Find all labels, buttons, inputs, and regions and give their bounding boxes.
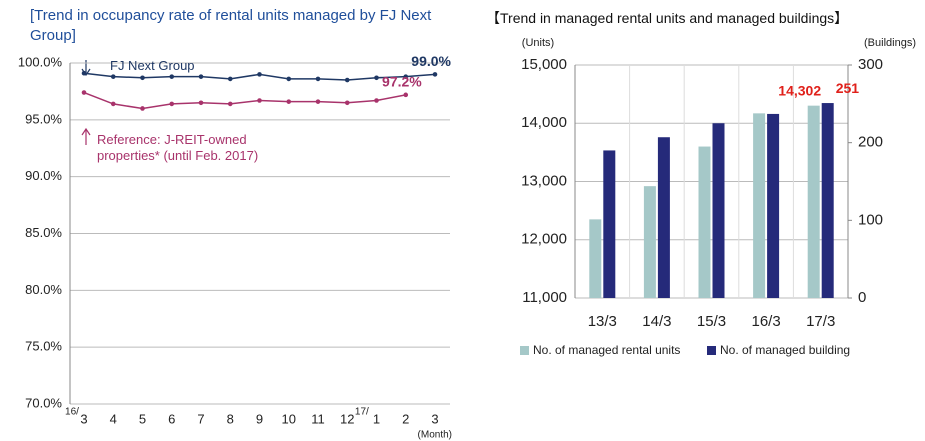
y-tick-label: 80.0% [25,282,62,297]
arrow [81,127,91,145]
y-tick-label: 15,000 [521,56,567,73]
point [140,75,145,81]
x-tick-label: 15/3 [697,313,726,330]
legend-swatch [707,346,716,355]
point [403,74,409,79]
bar [712,123,725,298]
y-tick-label: 13,000 [521,172,567,189]
x-tick-label: 8 [227,411,234,426]
value-label: 97.2% [382,74,422,90]
y-tick-label: 100.0% [18,54,63,69]
series-label: Reference: J-REIT-owned properties* (unt… [97,132,259,163]
point [315,99,321,104]
y-tick-label: 85.0% [25,225,62,240]
legend-label: No. of managed rental units [533,343,680,357]
x-tick-label: 9 [256,411,263,426]
point [81,70,87,76]
bar [657,137,670,298]
point [198,100,204,106]
y-tick-label: 70.0% [25,395,62,410]
x-tick-label: 10 [282,411,296,426]
point [315,76,321,82]
y2-tick-label: 300 [858,56,883,73]
bar [698,146,711,298]
point [169,74,175,79]
point [344,77,350,83]
value-label: 14,302 [778,82,821,98]
y2-tick-label: 0 [858,289,866,306]
point [286,99,292,104]
point [227,76,233,82]
x-tick-label: 6 [168,411,175,426]
x-tick-label: 17/3 [806,313,835,330]
x-tick-label: 12 [340,411,354,426]
point [81,90,87,95]
x-tick-label: 5 [139,411,146,426]
point [110,74,116,79]
point [257,98,262,103]
point [286,76,292,82]
y2-axis-label: (Buildings) [864,37,916,49]
y-tick-label: 14,000 [521,114,567,131]
y-tick-label: 12,000 [521,231,567,248]
chart-title: 【Trend in managed rental units and manag… [486,10,849,26]
point [140,106,145,111]
point [344,100,350,106]
value-label: 251 [836,80,860,96]
value-label: 99.0% [411,53,451,69]
x-tick-label: 16/3 [751,313,780,330]
point [227,101,233,107]
x-tick-label: 11 [311,411,325,426]
legend-label: No. of managed building [720,343,850,357]
point [169,101,175,107]
point [432,72,438,77]
point [110,101,116,107]
year-label: 17/ [355,407,369,418]
x-tick-label: 14/3 [642,313,671,330]
bar [603,150,616,298]
point [374,75,379,81]
x-tick-label: 4 [110,411,117,426]
x-tick-label: 7 [197,411,204,426]
y-tick-label: 90.0% [25,168,62,183]
x-tick-label: 13/3 [588,313,617,330]
year-label: 16/ [65,407,79,418]
x-tick-label: 3 [431,411,438,426]
y-tick-label: 95.0% [25,111,62,126]
x-axis-label: (Month) [418,430,452,441]
x-tick-label: 1 [373,411,380,426]
point [257,72,262,77]
series-label: FJ Next Group [110,58,195,73]
x-tick-label: 2 [402,411,409,426]
y2-tick-label: 200 [858,134,883,151]
bar [753,113,766,298]
bar [821,103,834,298]
legend-swatch [520,346,529,355]
arrow [81,60,91,77]
y-tick-label: 11,000 [522,289,567,306]
bar [643,186,656,298]
chart-title: [Trend in occupancy rate of rental units… [30,7,432,44]
y2-tick-label: 100 [858,211,883,228]
point [374,98,379,103]
series-line [83,91,406,110]
bar [589,219,602,298]
bar [807,105,820,298]
y-tick-label: 75.0% [25,339,62,354]
y-axis-label: (Units) [522,37,554,49]
x-tick-label: 3 [80,411,87,426]
bar [767,113,780,299]
point [403,92,409,98]
point [198,74,204,79]
